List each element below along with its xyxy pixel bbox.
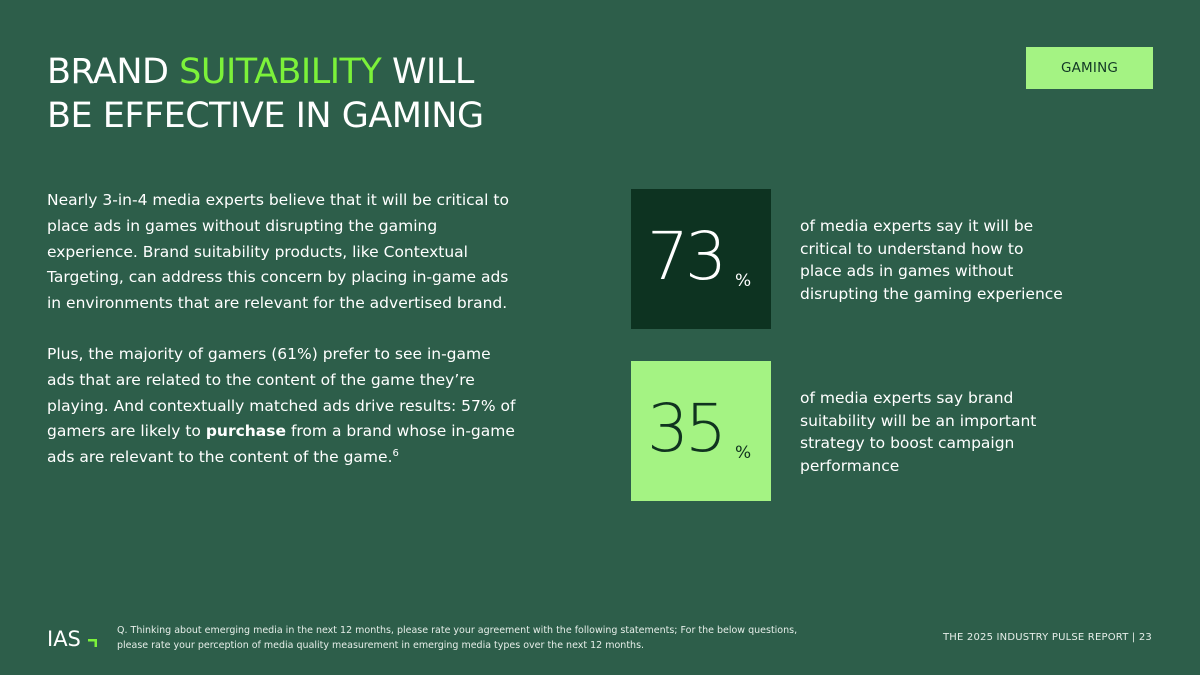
footnote-marker: 6	[392, 448, 399, 460]
logo-text: IAS	[47, 627, 81, 650]
title-accent: SUITABILITY	[179, 52, 382, 92]
title-part2: WILL	[381, 52, 474, 92]
stat-box-35: 35 %	[631, 361, 771, 501]
stat-value: 73	[647, 218, 727, 295]
paragraph-2-end: from a brand whose in-game ads are relev…	[47, 422, 515, 467]
paragraph-2-start: Plus, the majority of gamers (61%) prefe…	[47, 344, 516, 441]
report-footer: THE 2025 INDUSTRY PULSE REPORT | 23	[943, 631, 1152, 645]
body-text: Nearly 3-in-4 media experts believe that…	[47, 188, 517, 496]
section-tag: GAMING	[1026, 47, 1153, 89]
stat-unit: %	[735, 271, 752, 291]
paragraph-2: Plus, the majority of gamers (61%) prefe…	[47, 342, 517, 471]
ias-logo: IAS	[47, 627, 97, 650]
title-line2: BE EFFECTIVE IN GAMING	[47, 96, 484, 136]
page-title: BRAND SUITABILITY WILL BE EFFECTIVE IN GA…	[47, 50, 484, 138]
footnote: Q. Thinking about emerging media in the …	[117, 625, 798, 651]
stat-description: of media experts say it will be critical…	[800, 217, 1063, 303]
stat-description: of media experts say brand suitability w…	[800, 389, 1037, 475]
stat-unit: %	[735, 443, 752, 463]
title-part1: BRAND	[47, 52, 180, 92]
stat-value: 35	[647, 390, 727, 467]
paragraph-2-bold: purchase	[205, 422, 287, 441]
page-number: 23	[1138, 632, 1152, 643]
footer-separator: |	[1131, 632, 1136, 643]
paragraph-1: Nearly 3-in-4 media experts believe that…	[47, 191, 509, 313]
stat-box-73: 73 %	[631, 189, 771, 329]
report-name: THE 2025 INDUSTRY PULSE REPORT	[942, 632, 1129, 643]
